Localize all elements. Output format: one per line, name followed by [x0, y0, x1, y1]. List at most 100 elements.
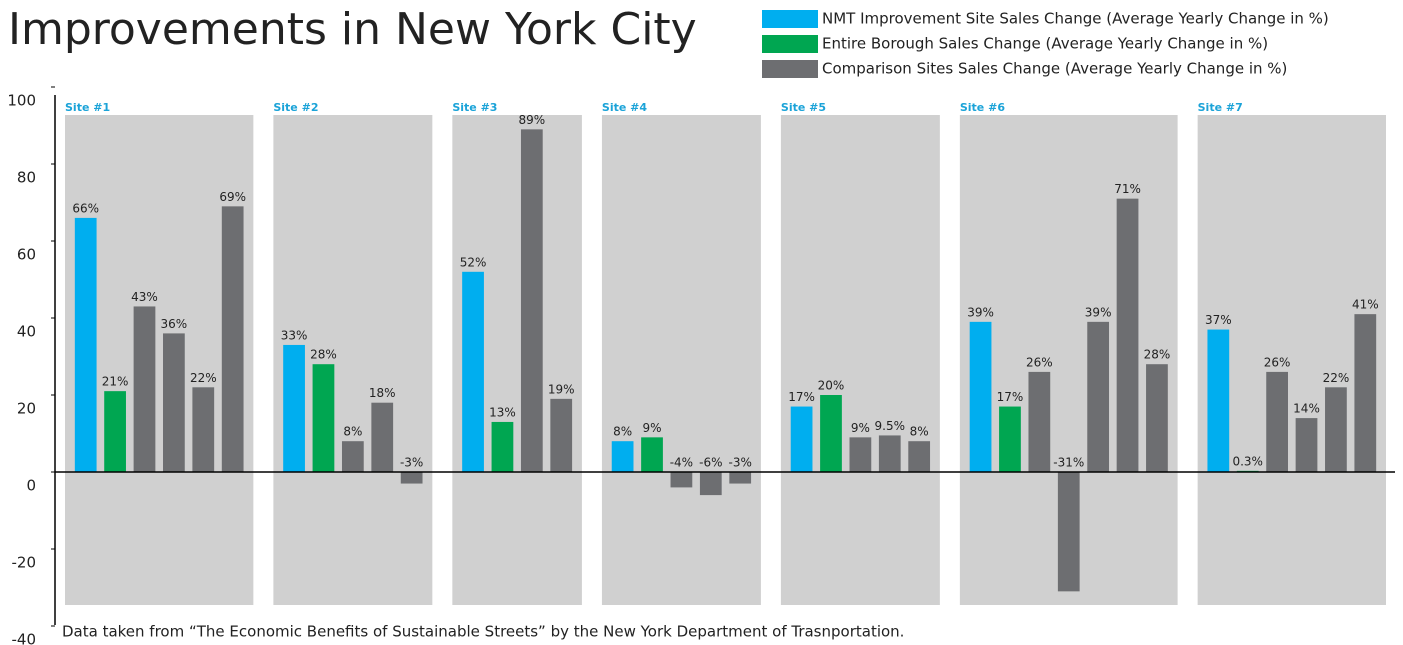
- value-label: 8%: [613, 425, 632, 439]
- bar: [1207, 329, 1230, 472]
- value-label: 9%: [851, 421, 870, 435]
- bar: [908, 441, 931, 472]
- site-panel: [780, 115, 940, 605]
- value-label: 8%: [343, 425, 362, 439]
- bar: [878, 435, 901, 472]
- bar: [74, 217, 97, 472]
- value-label: 69%: [219, 190, 246, 204]
- site-label: Site #1: [65, 101, 110, 114]
- legend-swatch: [762, 60, 818, 78]
- value-label: 22%: [190, 371, 217, 385]
- value-label: 39%: [1085, 305, 1112, 319]
- bar: [400, 472, 423, 484]
- value-label: 52%: [460, 255, 487, 269]
- legend-label: Entire Borough Sales Change (Average Yea…: [822, 35, 1268, 53]
- bar: [969, 321, 992, 472]
- bar: [192, 387, 215, 472]
- bar: [491, 421, 514, 472]
- value-label: 9.5%: [875, 419, 906, 433]
- bar: [670, 472, 693, 488]
- bar: [550, 398, 573, 472]
- bar: [312, 364, 335, 472]
- value-label: 21%: [102, 375, 129, 389]
- value-label: -3%: [400, 456, 423, 470]
- chart-title: Improvements in New York City: [8, 4, 697, 55]
- y-tick-label: 80: [17, 169, 36, 187]
- y-tick-label: -20: [12, 554, 37, 572]
- bar: [849, 437, 872, 472]
- value-label: 17%: [997, 390, 1024, 404]
- value-label: 19%: [548, 382, 575, 396]
- value-label: 8%: [910, 425, 929, 439]
- bar: [1146, 364, 1168, 472]
- value-label: 41%: [1352, 298, 1379, 312]
- bar: [641, 437, 663, 472]
- bar: [729, 472, 752, 484]
- site-panel: [601, 115, 761, 605]
- value-label: 17%: [788, 390, 815, 404]
- legend-swatch: [762, 10, 818, 28]
- value-label: 37%: [1205, 313, 1232, 327]
- bar: [1057, 472, 1080, 592]
- value-label: 89%: [518, 113, 545, 127]
- bar: [1325, 387, 1347, 472]
- value-label: 18%: [369, 386, 396, 400]
- value-label: 14%: [1293, 402, 1320, 416]
- bar: [820, 395, 842, 472]
- site-label: Site #4: [602, 101, 647, 114]
- legend-label: NMT Improvement Site Sales Change (Avera…: [822, 10, 1329, 28]
- site-label: Site #6: [960, 101, 1005, 114]
- value-label: 71%: [1114, 182, 1141, 196]
- value-label: 39%: [967, 305, 994, 319]
- bar: [462, 271, 484, 472]
- y-tick-label: -40: [12, 631, 37, 645]
- bar: [163, 333, 185, 472]
- value-label: -3%: [729, 456, 752, 470]
- value-label: 66%: [72, 201, 99, 215]
- bar: [133, 306, 156, 472]
- value-label: 9%: [642, 421, 661, 435]
- value-label: 13%: [489, 405, 516, 419]
- site-label: Site #3: [452, 101, 497, 114]
- y-tick-label: 20: [17, 400, 36, 418]
- bar: [371, 402, 394, 472]
- value-label: 26%: [1026, 355, 1053, 369]
- legend-label: Comparison Sites Sales Change (Average Y…: [822, 60, 1287, 78]
- y-tick-label: 0: [26, 477, 36, 495]
- bar: [520, 129, 543, 472]
- y-tick-label: 40: [17, 323, 36, 341]
- bar: [611, 441, 634, 472]
- value-label: 0.3%: [1232, 454, 1263, 468]
- bar: [1354, 314, 1377, 472]
- footnote: Data taken from “The Economic Benefits o…: [62, 623, 904, 641]
- value-label: 26%: [1264, 355, 1291, 369]
- legend-swatch: [762, 35, 818, 53]
- value-label: 28%: [310, 348, 337, 362]
- bar: [790, 406, 813, 472]
- bar: [1266, 371, 1288, 472]
- bar: [283, 344, 305, 472]
- value-label: 36%: [161, 317, 188, 331]
- value-label: -6%: [699, 456, 722, 470]
- site-label: Site #5: [781, 101, 826, 114]
- value-label: 20%: [818, 379, 845, 393]
- bar: [104, 391, 126, 472]
- site-label: Site #7: [1198, 101, 1243, 114]
- y-tick-label: 100: [7, 92, 36, 110]
- value-label: 22%: [1323, 371, 1350, 385]
- bar: [1087, 321, 1110, 472]
- site-label: Site #2: [273, 101, 318, 114]
- value-label: 28%: [1144, 348, 1171, 362]
- bar: [1116, 198, 1139, 472]
- bar: [699, 472, 722, 496]
- bar: [1028, 371, 1051, 472]
- value-label: -4%: [670, 456, 693, 470]
- value-label: 33%: [281, 328, 308, 342]
- value-label: -31%: [1053, 456, 1084, 470]
- value-label: 43%: [131, 290, 158, 304]
- bar: [1295, 418, 1318, 472]
- bar: [999, 406, 1021, 472]
- y-tick-label: 60: [17, 246, 36, 264]
- bar: [221, 206, 244, 472]
